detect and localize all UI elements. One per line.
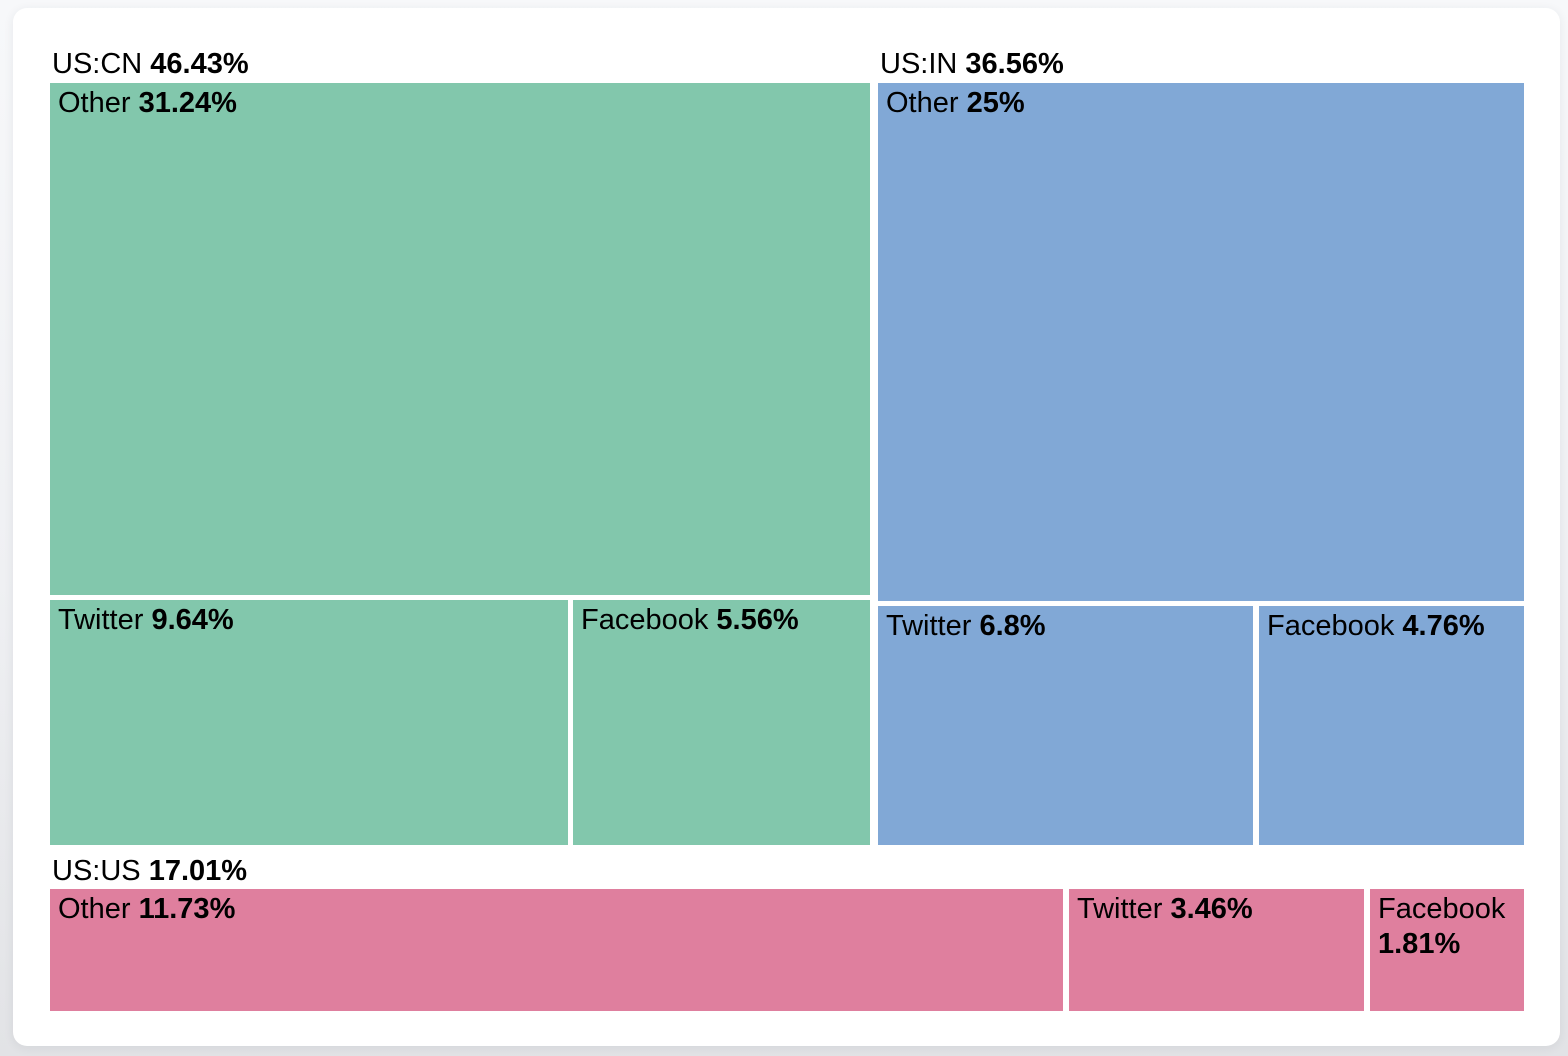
cell-label: Facebook 4.76% [1259,606,1524,644]
cell-label-value: 9.64% [151,604,234,636]
cell-label-name: Facebook [1378,893,1506,925]
cell-label-value: 31.24% [138,87,237,119]
cell-us-cn-twitter[interactable]: Twitter 9.64% [50,600,568,845]
cell-us-in-other[interactable]: Other 25% [878,83,1524,601]
cell-us-cn-facebook[interactable]: Facebook 5.56% [573,600,870,845]
group-header-us-cn: US:CN 46.43% [50,46,249,82]
cell-label-name: Other [58,87,131,119]
cell-us-in-facebook[interactable]: Facebook 4.76% [1259,606,1524,845]
cell-label-name: Facebook [581,604,709,636]
cell-label: Twitter 6.8% [878,606,1253,644]
cell-label-value: 5.56% [716,604,799,636]
cell-label-value: 11.73% [138,893,236,925]
cell-label: Other 31.24% [50,83,870,121]
group-value: 17.01% [148,855,248,887]
cell-us-us-other[interactable]: Other 11.73% [50,889,1063,1011]
cell-label-value: 3.46% [1170,893,1253,925]
cell-label-name: Other [58,893,131,925]
cell-us-us-twitter[interactable]: Twitter 3.46% [1069,889,1364,1011]
cell-us-cn-other[interactable]: Other 31.24% [50,83,870,595]
group-header-us-in: US:IN 36.56% [878,46,1064,82]
cell-label-value: 25% [966,87,1025,119]
group-value: 36.56% [965,48,1064,80]
cell-label-name: Twitter [1077,893,1163,925]
group-label: US:US [52,855,141,887]
cell-us-us-facebook[interactable]: Facebook 1.81% [1370,889,1524,1011]
group-header-us-us: US:US 17.01% [50,853,247,889]
cell-label-value: 4.76% [1402,610,1485,642]
group-label: US:CN [52,48,143,80]
cell-label: Other 11.73% [50,889,1063,927]
group-value: 46.43% [150,48,249,80]
cell-label-value: 6.8% [979,610,1046,642]
cell-label-name: Facebook [1267,610,1395,642]
cell-label-name: Twitter [886,610,972,642]
treemap-card: US:CN 46.43% Other 31.24% Twitter 9.64% … [13,8,1560,1046]
cell-label: Facebook 1.81% [1370,889,1524,962]
cell-label: Twitter 9.64% [50,600,568,638]
treemap-chart: US:CN 46.43% Other 31.24% Twitter 9.64% … [13,8,1560,1046]
cell-label-name: Other [886,87,959,119]
cell-label: Other 25% [878,83,1524,121]
cell-label: Facebook 5.56% [573,600,870,638]
cell-label-name: Twitter [58,604,144,636]
cell-label-value: 1.81% [1378,928,1461,960]
cell-us-in-twitter[interactable]: Twitter 6.8% [878,606,1253,845]
group-label: US:IN [880,48,958,80]
cell-label: Twitter 3.46% [1069,889,1364,927]
